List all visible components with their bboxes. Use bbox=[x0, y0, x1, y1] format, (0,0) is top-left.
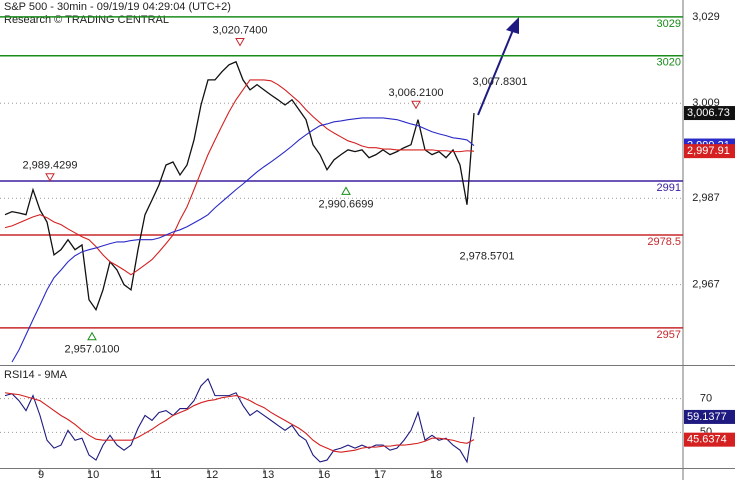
marker-up bbox=[87, 331, 97, 341]
plot-area bbox=[4, 60, 475, 363]
annotation: 2,990.6699 bbox=[318, 198, 373, 210]
series-line bbox=[4, 392, 475, 453]
level-label: 2978.5 bbox=[647, 236, 681, 248]
annotation: 2,978.5701 bbox=[459, 251, 514, 263]
x-tick-label: 10 bbox=[87, 469, 99, 480]
marker-down bbox=[235, 38, 245, 47]
price-tag-label: 3,006.73 bbox=[687, 107, 730, 119]
x-tick-label: 18 bbox=[430, 469, 442, 480]
price-tag bbox=[684, 106, 735, 121]
annotation: 2,957.0100 bbox=[64, 344, 119, 356]
price-tag-label: 2,997.91 bbox=[687, 145, 730, 157]
level-label: 2957 bbox=[657, 329, 681, 341]
x-tick-label: 11 bbox=[150, 469, 161, 480]
annotation: 3,006.2100 bbox=[388, 87, 443, 99]
x-tick-label: 16 bbox=[318, 469, 330, 480]
marker-down bbox=[411, 100, 421, 110]
series-line bbox=[4, 377, 475, 464]
forecast-arrow bbox=[477, 29, 514, 116]
chart-title: S&P 500 - 30min - 09/19/19 04:29:04 (UTC… bbox=[4, 1, 231, 13]
level-label: 3029 bbox=[657, 18, 681, 30]
marker-up bbox=[341, 186, 351, 195]
annotation: 2,989.4299 bbox=[22, 160, 77, 172]
chart-subtitle: Research © TRADING CENTRAL bbox=[4, 14, 169, 26]
y-tick-label: 2,987 bbox=[692, 192, 720, 204]
x-tick-label: 13 bbox=[262, 469, 274, 480]
price-tag-label: 45.6374 bbox=[687, 434, 727, 446]
panel-title: RSI14 - 9MA bbox=[4, 369, 68, 381]
series-line bbox=[4, 79, 475, 276]
annotation: 3,020.7400 bbox=[212, 24, 267, 36]
marker-down bbox=[45, 173, 55, 182]
arrow-head bbox=[506, 17, 519, 34]
y-tick-label: 70 bbox=[700, 393, 712, 405]
price-tag-label: 59.1377 bbox=[687, 411, 727, 423]
price-tag bbox=[684, 144, 735, 159]
x-tick-label: 9 bbox=[38, 469, 44, 480]
annotation: 3,007.8301 bbox=[472, 76, 527, 88]
plot-area bbox=[4, 377, 475, 464]
y-tick-label: 3,029 bbox=[692, 11, 720, 23]
price-tag bbox=[684, 432, 735, 447]
level-label: 2991 bbox=[657, 182, 681, 194]
y-tick-label: 2,967 bbox=[692, 279, 720, 291]
series-line bbox=[11, 117, 475, 363]
level-label: 3020 bbox=[657, 57, 681, 69]
x-tick-label: 12 bbox=[206, 469, 218, 480]
price-tag bbox=[684, 409, 735, 424]
series-line bbox=[4, 60, 475, 312]
x-tick-label: 17 bbox=[374, 469, 386, 480]
